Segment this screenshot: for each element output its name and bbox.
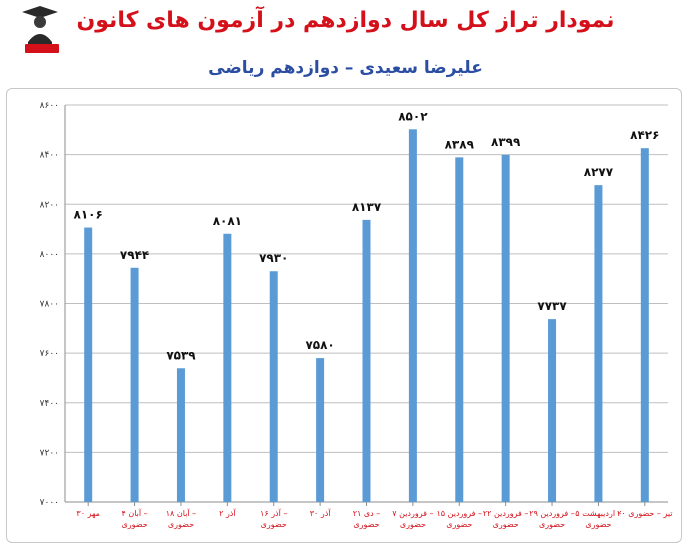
x-tick-label: ۴ آبان – xyxy=(121,508,147,518)
data-label: ۷۵۸۰ xyxy=(305,338,334,352)
x-tick-label: حضوری xyxy=(261,520,287,529)
data-label: ۸۳۸۹ xyxy=(445,137,475,151)
bar xyxy=(269,271,278,502)
y-tick-label: ۷۴۰۰ xyxy=(40,399,59,409)
bar xyxy=(640,148,649,502)
data-label: ۷۵۳۹ xyxy=(166,348,196,362)
data-label: ۸۵۰۲ xyxy=(398,109,428,123)
x-tick-label: ۲۱ دی – xyxy=(353,509,381,518)
x-tick-label: ۲۲ فروردین – xyxy=(483,509,529,518)
data-label: ۸۴۲۶ xyxy=(630,128,659,142)
y-tick-label: ۷۸۰۰ xyxy=(40,300,59,310)
logo-badge xyxy=(25,44,59,53)
x-tick-label: حضوری xyxy=(122,520,148,529)
chart-frame xyxy=(6,88,682,543)
x-tick-label: ۱۵ فروردین – xyxy=(437,509,483,518)
bar xyxy=(362,219,371,502)
x-tick-label: حضوری xyxy=(493,520,519,529)
data-label: ۷۹۳۰ xyxy=(259,251,288,265)
bar xyxy=(501,154,510,503)
x-tick-label: حضوری xyxy=(446,520,472,529)
data-label: ۸۱۰۶ xyxy=(74,208,103,222)
x-tick-label: حضوری xyxy=(585,520,611,529)
x-tick-label: ۲۰ تیر – حضوری xyxy=(617,509,672,518)
x-tick-label: ۳۰ مهر xyxy=(76,509,100,518)
x-tick-label: حضوری xyxy=(539,520,565,529)
y-tick-label: ۸۰۰۰ xyxy=(40,250,59,260)
data-label: ۷۷۳۷ xyxy=(537,299,567,313)
x-tick-label: حضوری xyxy=(400,520,426,529)
x-tick-label: ۵ اردیبهشت – xyxy=(575,509,621,518)
y-tick-label: ۷۲۰۰ xyxy=(40,448,59,458)
bar xyxy=(594,185,603,502)
bar xyxy=(176,368,185,502)
data-label: ۸۲۷۷ xyxy=(584,165,614,179)
x-tick-label: حضوری xyxy=(168,520,194,529)
bar xyxy=(548,319,557,502)
bar xyxy=(84,227,93,503)
chart-subtitle: علیرضا سعیدی – دوازدهم ریاضی xyxy=(208,58,483,78)
x-tick-label: ۱۶ آذر – xyxy=(260,508,287,518)
x-tick-label: ۲ آذر xyxy=(219,508,236,518)
bar xyxy=(223,233,232,503)
y-tick-label: ۸۴۰۰ xyxy=(40,151,59,161)
x-tick-label: ۳۰ آذر xyxy=(310,508,332,518)
data-label: ۸۳۹۹ xyxy=(491,135,521,149)
data-label: ۸۱۳۷ xyxy=(352,200,382,214)
x-tick-label: ۱۸ آبان – xyxy=(166,508,196,518)
x-tick-label: ۷ فروردین – xyxy=(392,509,433,518)
chart-title: نمودار تراز کل سال دوازدهم در آزمون های … xyxy=(76,8,615,33)
bar xyxy=(316,358,325,502)
data-label: ۸۰۸۱ xyxy=(213,214,242,228)
y-tick-label: ۷۶۰۰ xyxy=(40,349,59,359)
bar xyxy=(455,157,464,502)
data-label: ۷۹۴۴ xyxy=(120,248,149,262)
y-tick-label: ۸۲۰۰ xyxy=(40,200,59,210)
x-tick-label: ۲۹ فروردین – xyxy=(529,509,575,518)
bar xyxy=(130,267,139,502)
bar xyxy=(408,129,417,502)
y-tick-label: ۸۶۰۰ xyxy=(40,101,59,111)
y-tick-label: ۷۰۰۰ xyxy=(40,498,59,508)
x-tick-label: حضوری xyxy=(353,520,379,529)
